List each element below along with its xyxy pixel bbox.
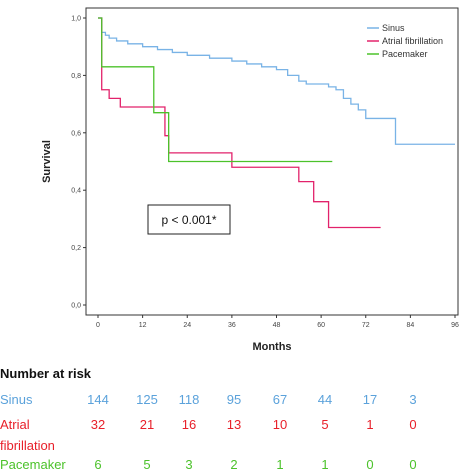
x-tick-label: 12 (139, 322, 147, 329)
risk-cell: 44 (317, 392, 333, 407)
risk-cell: 10 (272, 417, 288, 432)
x-tick-label: 36 (228, 322, 236, 329)
risk-row-label: Pacemaker (0, 457, 66, 472)
risk-cell: 67 (272, 392, 288, 407)
risk-cell: 13 (226, 417, 242, 432)
x-tick-label: 60 (317, 322, 325, 329)
legend-label-atrial-fibrillation: Atrial fibrillation (382, 36, 443, 46)
number-at-risk-table: Number at risk Sinus 144 125 118 95 67 44 17 3 At… (0, 366, 474, 476)
risk-cell: 118 (178, 392, 200, 407)
risk-cell: 3 (409, 392, 417, 407)
legend-label-sinus: Sinus (382, 23, 405, 33)
risk-cell: 0 (366, 457, 374, 472)
x-tick-label: 24 (183, 322, 191, 329)
x-tick-label: 96 (451, 322, 459, 329)
risk-cell: 5 (321, 417, 329, 432)
p-value-text: p < 0.001* (161, 213, 216, 227)
risk-row-label: Sinus (0, 392, 33, 407)
x-axis-title: Months (252, 341, 291, 353)
x-tick-label: 48 (273, 322, 281, 329)
risk-table-title: Number at risk (0, 366, 92, 381)
risk-cell: 17 (362, 392, 378, 407)
risk-cell: 125 (136, 392, 158, 407)
risk-cell: 2 (230, 457, 238, 472)
risk-cell: 32 (90, 417, 106, 432)
km-chart: 0,0 0,2 0,4 0,6 0,8 1,0 0 12 24 36 48 60 72 84 96 Surv… (41, 7, 459, 353)
series-line-pacemaker (98, 17, 333, 163)
risk-cell: 1 (366, 417, 374, 432)
risk-cell: 21 (139, 417, 155, 432)
risk-cell: 1 (276, 457, 284, 472)
y-tick-label: 0,0 (71, 303, 81, 310)
risk-cell: 1 (321, 457, 329, 472)
axes: 0,0 0,2 0,4 0,6 0,8 1,0 0 12 24 36 48 60 72 84 96 (71, 7, 459, 329)
series-layer (98, 17, 455, 229)
plot-frame (85, 7, 459, 316)
x-tick-label: 0 (96, 322, 100, 329)
risk-row-label: Atrial (0, 417, 30, 432)
y-tick-label: 0,8 (71, 73, 81, 80)
x-tick-label: 72 (362, 322, 370, 329)
y-tick-label: 1,0 (71, 16, 81, 23)
risk-cell: 144 (87, 392, 109, 407)
risk-cell: 3 (185, 457, 193, 472)
x-tick-label: 84 (406, 322, 414, 329)
y-axis-title: Survival (41, 140, 53, 183)
legend: Sinus Atrial fibrillation Pacemaker (367, 23, 443, 59)
risk-cell: 16 (181, 417, 197, 432)
risk-cell: 0 (409, 457, 417, 472)
risk-cell: 6 (94, 457, 102, 472)
series-line-sinus (98, 17, 455, 145)
risk-cell: 95 (226, 392, 242, 407)
y-tick-label: 0,4 (71, 188, 81, 195)
y-tick-label: 0,2 (71, 245, 81, 252)
legend-label-pacemaker: Pacemaker (382, 49, 428, 59)
y-tick-label: 0,6 (71, 130, 81, 137)
risk-row-label-continued: fibrillation (0, 438, 55, 453)
p-value-annotation: p < 0.001* (147, 204, 231, 235)
risk-cell: 0 (409, 417, 417, 432)
risk-cell: 5 (143, 457, 151, 472)
